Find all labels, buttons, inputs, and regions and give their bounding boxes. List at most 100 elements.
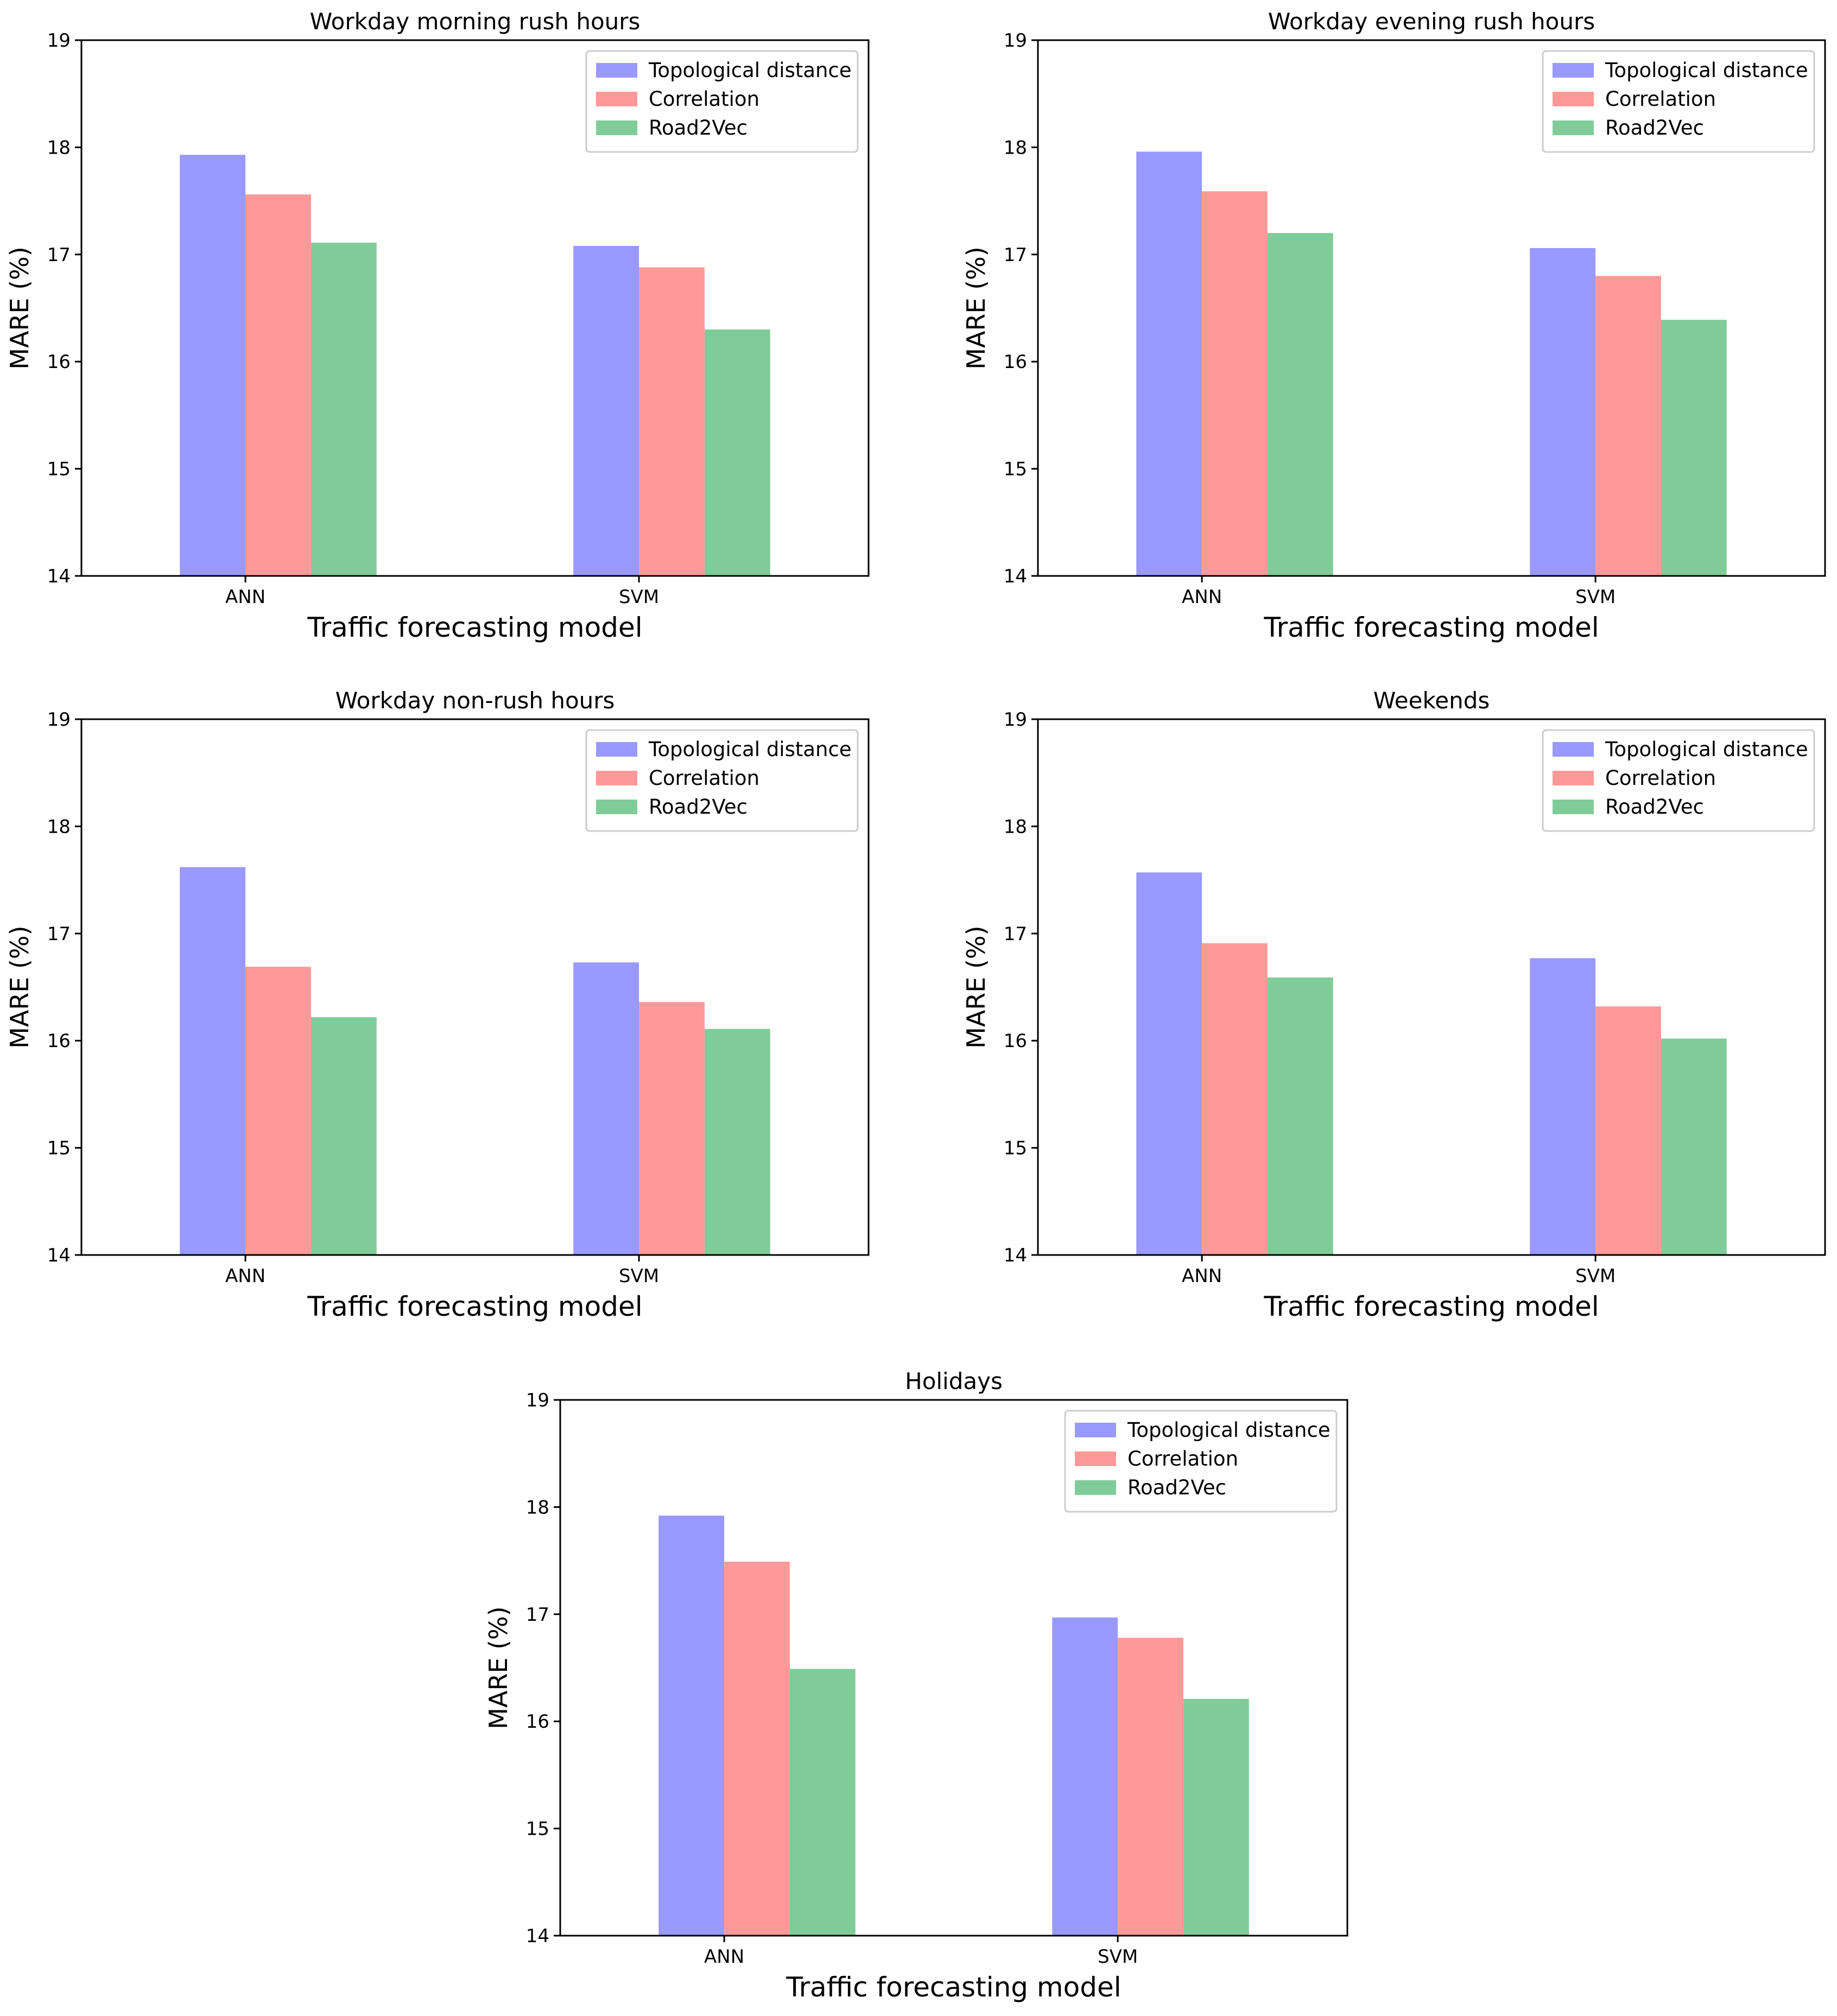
y-tick-label: 14 — [1004, 1245, 1027, 1266]
y-tick-label: 16 — [47, 1030, 71, 1052]
y-tick-label: 18 — [526, 1497, 549, 1518]
legend: Topological distance Correlation Road2Vec — [1064, 1410, 1338, 1513]
bar-correlation-svm — [639, 267, 705, 576]
y-axis-label: MARE (%) — [484, 1606, 513, 1729]
legend-swatch-topological-distance — [596, 63, 637, 78]
bar-topological-distance-ann — [1136, 872, 1202, 1255]
bar-road2vec-svm — [1661, 1038, 1727, 1255]
x-tick-label: SVM — [1098, 1946, 1138, 1968]
legend-swatch-topological-distance — [1553, 742, 1594, 757]
chart-title: Weekends — [1373, 687, 1490, 714]
legend-swatch-topological-distance — [1553, 63, 1594, 78]
x-axis-label: Traffic forecasting model — [1263, 1291, 1599, 1322]
bar-correlation-ann — [245, 966, 311, 1255]
legend-label: Road2Vec — [1127, 1476, 1226, 1499]
x-tick-label: SVM — [1575, 586, 1616, 608]
plot-area-frame — [559, 1399, 1348, 1937]
bar-topological-distance-svm — [1530, 248, 1596, 576]
legend-label: Topological distance — [648, 59, 852, 82]
bar-topological-distance-svm — [1052, 1617, 1118, 1936]
bar-topological-distance-ann — [1136, 151, 1202, 576]
y-tick-label: 19 — [1004, 30, 1027, 52]
plot-area-frame — [80, 39, 870, 577]
legend-label: Topological distance — [1605, 738, 1808, 761]
legend-swatch-correlation — [1075, 1451, 1116, 1466]
legend-swatch-correlation — [596, 771, 637, 785]
y-tick-label: 17 — [526, 1604, 549, 1626]
bar-correlation-ann — [1202, 191, 1268, 576]
x-tick-label: ANN — [225, 586, 265, 608]
y-tick-label: 16 — [47, 351, 71, 373]
y-tick-label: 18 — [47, 137, 71, 159]
y-tick-label: 18 — [1004, 137, 1027, 159]
legend-swatch-topological-distance — [596, 742, 637, 757]
legend-swatch-road2vec — [596, 800, 637, 814]
legend-label: Topological distance — [1605, 59, 1808, 82]
y-tick-label: 18 — [47, 816, 71, 838]
y-tick-label: 16 — [526, 1711, 549, 1733]
legend-box — [585, 50, 859, 153]
legend-label: Road2Vec — [1605, 116, 1704, 140]
x-axis-label: Traffic forecasting model — [786, 1971, 1121, 2003]
y-tick-label: 15 — [1004, 459, 1027, 480]
y-tick-label: 19 — [1004, 709, 1027, 731]
chart-title: Holidays — [905, 1368, 1003, 1394]
legend-box — [1064, 1410, 1338, 1513]
bar-correlation-svm — [1118, 1638, 1183, 1936]
y-tick-label: 19 — [526, 1390, 549, 1411]
bar-road2vec-svm — [1183, 1698, 1249, 1936]
legend-swatch-correlation — [1553, 92, 1594, 106]
x-tick-label: SVM — [619, 586, 659, 608]
bar-topological-distance-svm — [573, 246, 639, 576]
legend-label: Correlation — [1127, 1447, 1238, 1470]
y-axis-label: MARE (%) — [961, 246, 991, 369]
legend-swatch-correlation — [1553, 771, 1594, 785]
bar-topological-distance-ann — [658, 1516, 725, 1936]
legend-label: Road2Vec — [649, 116, 748, 140]
plot-area-frame — [80, 718, 870, 1256]
x-tick-label: SVM — [619, 1265, 659, 1287]
x-axis-label: Traffic forecasting model — [307, 612, 642, 643]
y-tick-label: 16 — [1004, 1030, 1027, 1052]
x-tick-label: ANN — [1182, 1265, 1222, 1287]
legend-label: Topological distance — [1127, 1418, 1331, 1442]
legend-swatch-correlation — [596, 92, 637, 106]
y-tick-label: 14 — [1004, 566, 1027, 587]
y-axis-label: MARE (%) — [961, 925, 991, 1048]
legend-label: Road2Vec — [1605, 795, 1704, 819]
bar-topological-distance-ann — [180, 867, 246, 1255]
legend-label: Correlation — [649, 766, 759, 790]
y-axis-label: MARE (%) — [5, 246, 34, 369]
chart-5: Holidays 14 15 16 17 18 19 ANN SVM Traffic foreca… — [484, 1368, 1348, 2003]
bar-road2vec-svm — [1661, 320, 1727, 576]
y-tick-label: 18 — [1004, 816, 1027, 838]
legend: Topological distance Correlation Road2Vec — [585, 50, 859, 153]
bar-topological-distance-svm — [1530, 958, 1596, 1255]
bar-road2vec-ann — [1267, 233, 1333, 576]
x-axis-label: Traffic forecasting model — [1263, 612, 1599, 643]
chart-title: Workday evening rush hours — [1268, 8, 1595, 35]
plot-area-frame — [1037, 718, 1826, 1256]
y-tick-label: 17 — [1004, 923, 1027, 945]
legend-swatch-road2vec — [596, 121, 637, 135]
chart-2: Workday evening rush hours 14 15 16 17 18 19 AN… — [961, 8, 1826, 643]
bar-road2vec-ann — [789, 1669, 856, 1936]
bar-topological-distance-ann — [180, 155, 246, 576]
y-tick-label: 16 — [1004, 351, 1027, 373]
bar-road2vec-svm — [704, 329, 770, 576]
y-tick-label: 14 — [526, 1925, 549, 1947]
bar-correlation-svm — [1595, 1006, 1661, 1255]
y-tick-label: 15 — [1004, 1138, 1027, 1159]
legend-swatch-road2vec — [1553, 800, 1594, 814]
legend-label: Road2Vec — [649, 795, 748, 819]
bar-correlation-svm — [1595, 276, 1661, 576]
x-tick-label: SVM — [1575, 1265, 1616, 1287]
legend-label: Correlation — [649, 87, 759, 111]
chart-title: Workday non-rush hours — [335, 687, 615, 714]
bar-road2vec-svm — [704, 1029, 770, 1255]
legend-swatch-road2vec — [1553, 121, 1594, 135]
bar-correlation-ann — [1202, 943, 1268, 1255]
bar-road2vec-ann — [311, 243, 377, 576]
legend-label: Topological distance — [648, 738, 852, 761]
